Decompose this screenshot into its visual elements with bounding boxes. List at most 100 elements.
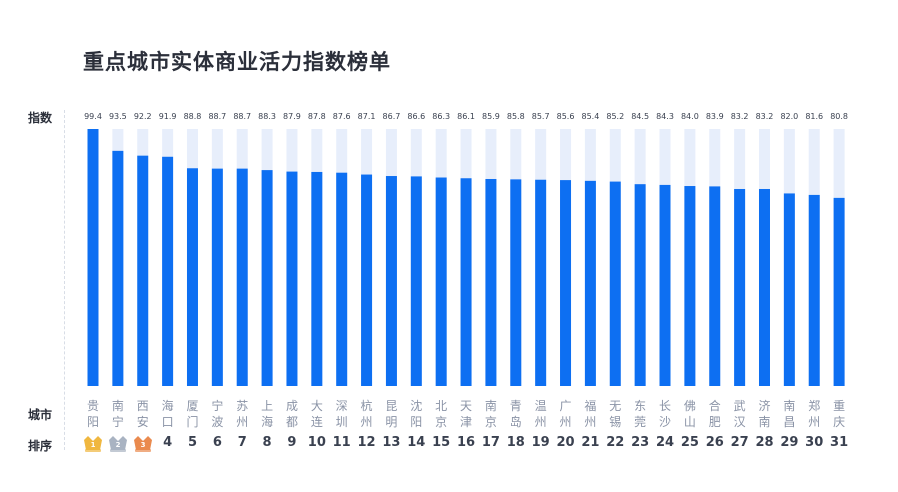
value-label: 92.2 [134,112,152,121]
bar [460,178,472,386]
bar-group: 80.8 [830,112,848,386]
bar [361,174,373,386]
value-label: 87.6 [333,112,351,121]
value-label: 82.0 [780,112,798,121]
bar [709,186,721,386]
rank-label: 31 [830,435,849,450]
bar [311,171,323,386]
bar [385,176,397,386]
svg-text:1: 1 [91,441,96,449]
city-label: 南宁 [111,399,124,429]
city-label: 北京 [435,399,448,429]
value-label: 88.7 [233,112,251,121]
bar-group: 85.9 [482,112,500,386]
city-labels: 贵阳 南宁 西安 海口 厦门 宁波 苏州 上海 成都 大连 深圳 杭州 昆明 沈阳 北京 天津 南京 青岛 温州 广州… [0,398,898,438]
city-label: 郑州 [808,399,821,429]
bar-group: 93.5 [109,112,127,386]
rank-label: 29 [780,435,799,450]
value-label: 85.4 [581,112,599,121]
bar [485,178,497,386]
bar [734,188,746,386]
bar [112,150,124,386]
bar-group: 83.2 [756,112,773,386]
rank-label: 19 [531,435,550,450]
value-label: 84.0 [681,112,699,121]
bar [211,168,223,386]
value-label: 85.7 [532,112,550,121]
value-label: 83.2 [731,112,749,121]
medal-icon: 3 [133,436,152,452]
rank-label: 6 [212,435,222,450]
city-label: 南京 [484,399,497,429]
bar [833,197,845,386]
bar [684,186,696,386]
bar-chart: 99.4 93.5 92.2 91.9 88.8 88.7 88.7 88.3 87.9 87.8… [84,112,848,386]
bar [162,156,174,386]
value-label: 88.7 [208,112,226,121]
bar [634,184,646,386]
city-label: 大连 [310,399,323,429]
rank-label: 23 [631,435,650,450]
bar [758,188,770,386]
city-label: 昆明 [385,399,398,429]
city-label: 沈阳 [410,399,423,429]
medal-icon: 1 [84,436,102,452]
value-label: 85.2 [606,112,624,121]
rank-label: 14 [407,435,426,450]
bar-group: 81.6 [805,112,823,386]
rank-label: 28 [755,435,774,450]
bar [186,168,198,386]
rank-label: 24 [655,435,675,450]
bar-group: 87.8 [308,112,326,386]
value-label: 91.9 [159,112,177,121]
value-label: 88.3 [258,112,276,121]
city-label: 西安 [136,399,149,429]
index-row-label: 指数 [28,111,53,125]
bar-group: 85.6 [557,112,574,386]
bar [236,168,248,386]
city-label: 长沙 [658,399,671,429]
bar-group: 87.9 [283,112,301,386]
rank-label: 16 [457,435,476,450]
city-label: 海口 [161,399,174,429]
bar [659,184,671,386]
value-label: 85.9 [482,112,500,121]
bar [87,129,99,386]
bar-group: 85.8 [507,112,525,386]
bar-group: 88.7 [208,112,226,386]
bar-group: 99.4 [84,112,102,386]
rank-label: 20 [556,435,575,450]
rank-label: 27 [730,435,749,450]
bar-group: 85.7 [532,112,550,386]
bar-group: 82.0 [780,112,798,386]
rank-label: 15 [432,435,451,450]
value-label: 81.6 [805,112,823,121]
bar-group: 84.3 [656,112,674,386]
bar [510,179,522,386]
bar [336,172,348,386]
bar-group: 84.0 [681,112,699,386]
rank-label: 7 [237,435,247,450]
bar-group: 86.3 [432,112,450,386]
rank-label: 30 [805,435,824,450]
bar-group: 86.1 [457,112,475,386]
rank-label: 26 [705,435,724,450]
city-label: 成都 [285,399,298,429]
city-label: 贵阳 [86,399,99,429]
rank-label: 12 [357,435,376,450]
rank-label: 17 [481,435,500,450]
city-label: 东莞 [634,399,647,429]
city-label: 重庆 [833,399,846,429]
bar [808,194,820,386]
value-label: 80.8 [830,112,848,121]
value-label: 99.4 [84,112,102,121]
bar-group: 85.2 [606,112,624,386]
city-label: 青岛 [509,399,522,429]
city-label: 福州 [584,399,597,429]
bar [137,155,149,386]
city-label: 厦门 [186,399,199,429]
value-label: 87.1 [358,112,376,121]
city-label: 苏州 [236,399,249,429]
rank-labels: 1 2 3 4 5 6 7 8 9 10 11 12 13 14 15 16 17 18 19 20 21 22 23 24 2… [0,432,898,456]
bar-group: 86.6 [407,112,425,386]
